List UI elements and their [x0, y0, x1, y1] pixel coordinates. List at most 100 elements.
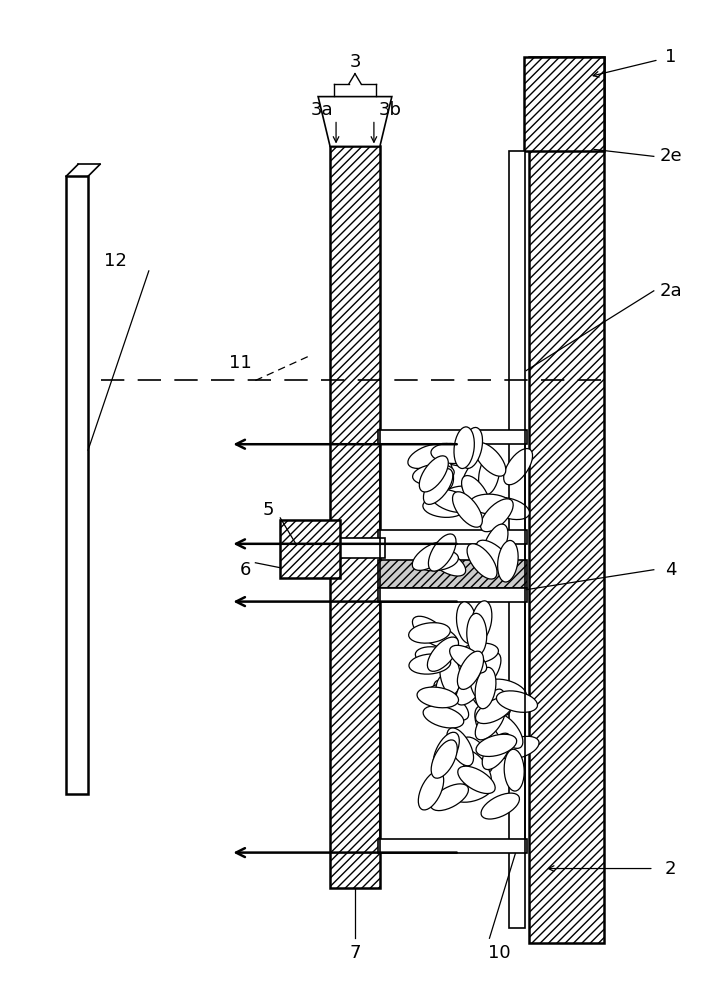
Ellipse shape [469, 660, 490, 701]
Bar [330, 146, 380, 888]
Ellipse shape [477, 540, 511, 571]
Text: 5: 5 [263, 501, 274, 519]
Ellipse shape [431, 443, 472, 463]
Ellipse shape [504, 449, 533, 485]
Text: 6: 6 [240, 561, 251, 579]
Ellipse shape [457, 651, 484, 689]
Ellipse shape [431, 489, 471, 512]
Ellipse shape [454, 427, 475, 469]
Bar [378, 839, 527, 853]
Ellipse shape [418, 771, 444, 810]
Ellipse shape [413, 464, 454, 485]
Ellipse shape [475, 667, 496, 709]
Ellipse shape [433, 690, 469, 720]
Ellipse shape [434, 680, 464, 715]
Bar [378, 530, 527, 544]
Text: 2e: 2e [660, 147, 682, 165]
Bar [524, 57, 604, 151]
Ellipse shape [419, 456, 449, 492]
Ellipse shape [447, 728, 474, 766]
Ellipse shape [498, 736, 539, 759]
Ellipse shape [417, 687, 458, 708]
Text: 1: 1 [665, 48, 676, 66]
Ellipse shape [453, 492, 482, 527]
Bar [378, 430, 527, 444]
Ellipse shape [431, 740, 457, 778]
Ellipse shape [479, 453, 500, 495]
Ellipse shape [496, 691, 538, 712]
Ellipse shape [481, 499, 513, 532]
Ellipse shape [449, 645, 486, 673]
Ellipse shape [475, 706, 500, 745]
Ellipse shape [483, 524, 508, 563]
Text: 11: 11 [229, 354, 252, 372]
Text: 3b: 3b [379, 101, 402, 119]
Ellipse shape [462, 456, 491, 493]
Ellipse shape [412, 616, 448, 646]
Ellipse shape [435, 675, 456, 717]
Ellipse shape [475, 697, 514, 724]
Text: 2a: 2a [660, 282, 682, 300]
Ellipse shape [444, 486, 485, 506]
Bar [295, 538, 385, 558]
Ellipse shape [463, 751, 491, 787]
Ellipse shape [486, 679, 526, 702]
Ellipse shape [473, 652, 501, 690]
Ellipse shape [483, 689, 505, 729]
Bar [66, 176, 88, 794]
Ellipse shape [409, 623, 450, 643]
Polygon shape [318, 97, 392, 146]
Text: 2: 2 [665, 860, 676, 878]
Ellipse shape [430, 449, 454, 489]
Ellipse shape [420, 444, 456, 473]
Ellipse shape [476, 734, 517, 756]
Text: 10: 10 [488, 944, 511, 962]
Ellipse shape [474, 442, 506, 476]
Ellipse shape [456, 670, 486, 705]
Ellipse shape [433, 732, 459, 771]
Ellipse shape [458, 766, 495, 794]
Ellipse shape [408, 444, 447, 468]
Bar [280, 520, 340, 578]
Ellipse shape [472, 689, 510, 716]
Ellipse shape [457, 643, 498, 664]
Text: 7: 7 [349, 944, 361, 962]
Ellipse shape [470, 494, 512, 514]
Ellipse shape [428, 549, 465, 576]
Ellipse shape [440, 653, 461, 694]
Ellipse shape [417, 550, 458, 571]
Text: 12: 12 [104, 252, 128, 270]
Ellipse shape [428, 637, 458, 671]
Text: 3: 3 [349, 53, 361, 71]
Ellipse shape [482, 733, 511, 770]
Ellipse shape [433, 443, 473, 466]
Ellipse shape [492, 714, 523, 748]
Ellipse shape [475, 704, 505, 740]
Ellipse shape [471, 601, 492, 642]
Text: 3a: 3a [311, 101, 334, 119]
Ellipse shape [456, 602, 477, 643]
Ellipse shape [430, 784, 468, 811]
Ellipse shape [412, 542, 449, 570]
Bar [378, 560, 527, 588]
Ellipse shape [423, 706, 464, 728]
Ellipse shape [498, 540, 518, 582]
Ellipse shape [463, 737, 493, 772]
Ellipse shape [409, 654, 451, 674]
Ellipse shape [419, 624, 458, 649]
Bar [510, 151, 525, 928]
Ellipse shape [467, 544, 497, 579]
Bar [378, 588, 527, 602]
Ellipse shape [425, 682, 466, 703]
Text: 4: 4 [665, 561, 676, 579]
Ellipse shape [489, 497, 529, 520]
Ellipse shape [423, 469, 453, 504]
Ellipse shape [461, 476, 490, 512]
Ellipse shape [454, 779, 494, 802]
Ellipse shape [481, 793, 519, 819]
Bar [529, 57, 604, 943]
Ellipse shape [461, 427, 482, 468]
Ellipse shape [428, 534, 456, 571]
Ellipse shape [416, 647, 457, 668]
Ellipse shape [504, 749, 524, 791]
